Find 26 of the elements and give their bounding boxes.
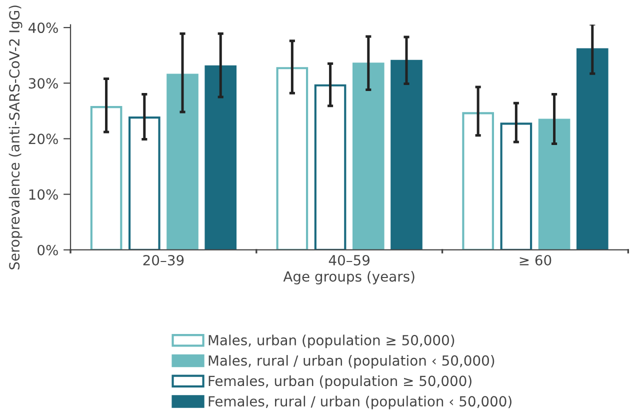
y-tick-label: 10%	[29, 189, 58, 200]
bar	[90, 106, 122, 250]
y-tick-label: 30%	[28, 78, 58, 89]
bar	[204, 65, 237, 250]
y-tick-label: 40%	[28, 22, 58, 34]
bar	[314, 84, 346, 250]
y-axis-title: Seroprevalence (anti-SARS-CoV-2 IgG)	[8, 6, 22, 270]
bar	[500, 122, 532, 250]
bar	[276, 67, 308, 250]
bar	[352, 62, 384, 250]
bar	[462, 112, 494, 250]
bar	[390, 60, 422, 250]
x-tick-label: ≥ 60	[520, 254, 552, 266]
y-tick-label: 0%	[38, 244, 58, 256]
bar	[576, 48, 608, 250]
legend-label: Females, rural / urban (population ‹ 50,000)	[208, 396, 512, 410]
bar	[128, 116, 160, 250]
y-tick-label: 20%	[28, 134, 58, 144]
legend-label: Males, rural / urban (population ‹ 50,000)	[208, 355, 494, 368]
x-tick-label: 20–39	[143, 254, 184, 266]
x-axis-title: Age groups (years)	[283, 270, 414, 284]
x-tick-label: 40–59	[328, 254, 370, 266]
bar	[166, 74, 198, 250]
legend-label: Females, urban (population ≥ 50,000)	[208, 375, 472, 389]
bar	[538, 118, 570, 250]
legend-label: Males, urban (population ≥ 50,000)	[208, 334, 454, 348]
